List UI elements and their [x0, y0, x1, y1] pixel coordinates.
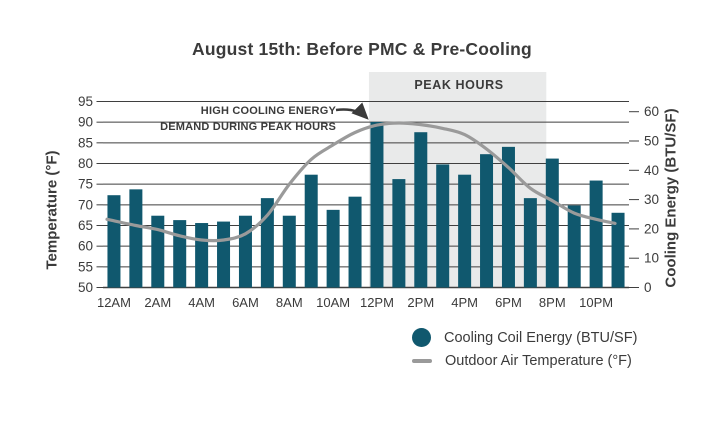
- cooling-energy-bar: [238, 215, 252, 288]
- left-tick-label: 55: [78, 259, 93, 274]
- x-tick-label: 8AM: [276, 295, 303, 310]
- cooling-energy-bar: [282, 215, 296, 288]
- right-tick-label: 10: [644, 251, 659, 266]
- temperature-line-icon: [412, 359, 432, 363]
- left-tick-label: 65: [78, 218, 93, 233]
- left-tick-label: 75: [78, 177, 93, 192]
- left-tick-label: 60: [78, 239, 93, 254]
- cooling-energy-circle-icon: [412, 328, 431, 347]
- left-tick-label: 90: [78, 115, 93, 130]
- cooling-energy-bar: [501, 146, 515, 288]
- right-tick-label: 40: [644, 163, 659, 178]
- cooling-energy-bar: [348, 196, 362, 288]
- x-tick-label: 8PM: [539, 295, 566, 310]
- annotation-arrow: [335, 102, 369, 120]
- cooling-energy-bar: [611, 212, 625, 288]
- cooling-energy-bar: [392, 179, 406, 288]
- cooling-energy-bar: [151, 215, 165, 288]
- x-tick-label: 12AM: [97, 295, 131, 310]
- x-tick-label: 12PM: [360, 295, 394, 310]
- cooling-energy-bar: [326, 209, 340, 288]
- annotation-line1: HIGH COOLING ENERGY: [200, 105, 336, 117]
- left-tick-label: 95: [78, 94, 93, 109]
- cooling-energy-bar: [567, 205, 581, 288]
- chart-title: August 15th: Before PMC & Pre-Cooling: [192, 39, 532, 59]
- cooling-energy-bar: [545, 158, 559, 288]
- left-tick-label: 50: [78, 280, 93, 295]
- temperature-line: [105, 121, 617, 243]
- x-tick-label: 4PM: [451, 295, 478, 310]
- cooling-energy-bar: [370, 121, 384, 288]
- left-tick-label: 70: [78, 197, 93, 212]
- right-tick-label: 50: [644, 134, 659, 149]
- x-tick-label: 10AM: [316, 295, 350, 310]
- x-tick-label: 6PM: [495, 295, 522, 310]
- cooling-energy-bar: [480, 154, 494, 288]
- peak-hours-label: PEAK HOURS: [414, 78, 504, 92]
- left-tick-label: 85: [78, 135, 93, 150]
- legend-label-cooling: Cooling Coil Energy (BTU/SF): [444, 329, 638, 346]
- cooling-energy-bar: [217, 221, 231, 288]
- cooling-energy-bar: [436, 164, 450, 288]
- right-tick-label: 20: [644, 221, 659, 236]
- annotation-line2: DEMAND DURING PEAK HOURS: [160, 120, 336, 133]
- x-tick-label: 2PM: [407, 295, 434, 310]
- x-tick-label: 10PM: [579, 295, 613, 310]
- cooling-energy-bar: [304, 174, 318, 288]
- legend-row-temperature: Outdoor Air Temperature (°F): [412, 353, 637, 369]
- right-tick-label: 60: [644, 104, 659, 119]
- cooling-energy-bar: [195, 223, 209, 288]
- cooling-energy-bar: [458, 174, 472, 288]
- cooling-energy-bar: [414, 132, 428, 288]
- cooling-energy-bar: [589, 180, 603, 288]
- cooling-energy-bar: [173, 220, 187, 288]
- legend-row-cooling: Cooling Coil Energy (BTU/SF): [412, 328, 637, 347]
- x-tick-label: 6AM: [232, 295, 259, 310]
- cooling-energy-bar: [107, 195, 121, 288]
- legend-label-temperature: Outdoor Air Temperature (°F): [445, 353, 632, 369]
- x-tick-label: 4AM: [188, 295, 215, 310]
- cooling-energy-bar: [129, 189, 143, 288]
- legend: Cooling Coil Energy (BTU/SF) Outdoor Air…: [412, 328, 637, 369]
- x-tick-label: 2AM: [144, 295, 171, 310]
- cooling-energy-bar: [523, 198, 537, 288]
- annotation-text: HIGH COOLING ENERGY DEMAND DURING PEAK H…: [76, 104, 336, 135]
- left-tick-label: 80: [78, 156, 93, 171]
- right-tick-label: 30: [644, 192, 659, 207]
- right-tick-label: 0: [644, 280, 652, 295]
